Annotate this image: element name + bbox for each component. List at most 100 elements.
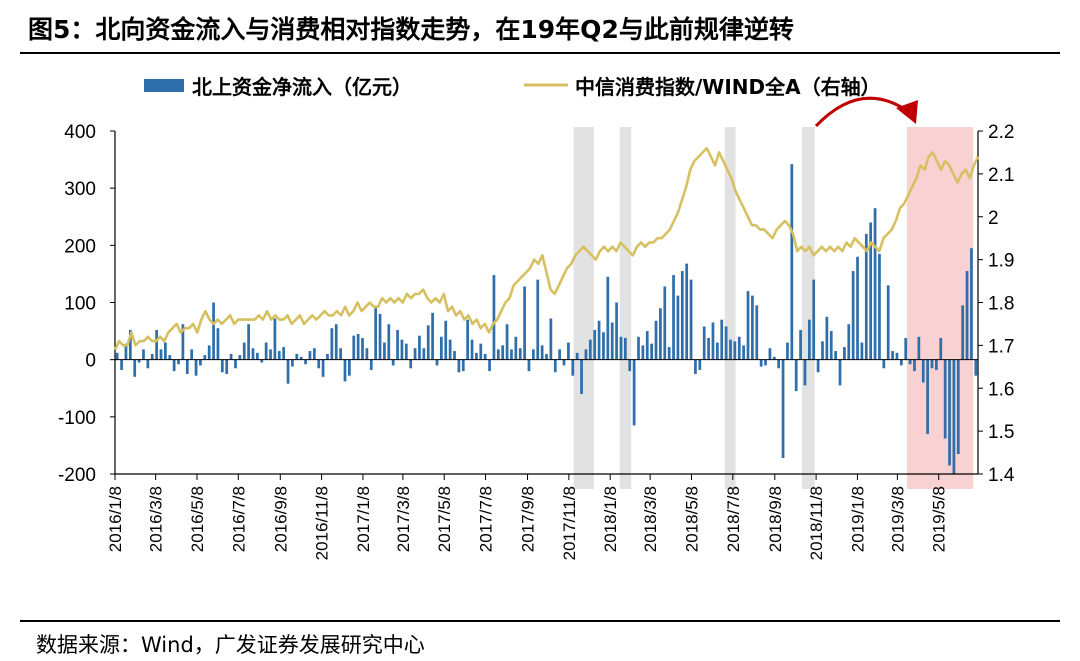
x-tick-label: 2016/1/8 bbox=[106, 486, 125, 552]
bar bbox=[312, 348, 316, 360]
right-tick-label: 2 bbox=[988, 208, 999, 229]
bar bbox=[935, 359, 938, 370]
bar bbox=[689, 279, 693, 360]
right-tick-label: 1.5 bbox=[988, 422, 1014, 443]
bar bbox=[606, 276, 610, 360]
bar bbox=[878, 253, 881, 360]
x-tick-label: 2017/5/8 bbox=[435, 486, 454, 552]
bar bbox=[891, 351, 894, 360]
bar bbox=[654, 320, 658, 360]
bar bbox=[562, 359, 566, 366]
bar bbox=[676, 295, 680, 360]
title-rule bbox=[20, 52, 1060, 54]
bar bbox=[567, 342, 570, 360]
bar bbox=[229, 353, 233, 360]
bar bbox=[825, 316, 829, 360]
bar bbox=[952, 359, 956, 474]
bar bbox=[764, 359, 767, 366]
bar bbox=[225, 359, 229, 374]
bar bbox=[282, 347, 286, 360]
bar bbox=[242, 342, 246, 360]
bar bbox=[615, 302, 618, 360]
bar bbox=[834, 351, 837, 360]
bar bbox=[926, 359, 929, 434]
bar bbox=[602, 332, 605, 360]
bar bbox=[256, 352, 259, 360]
bar bbox=[365, 348, 369, 360]
bar bbox=[904, 337, 908, 360]
bar bbox=[746, 291, 750, 360]
shaded-periods bbox=[573, 127, 974, 489]
bar bbox=[821, 341, 824, 360]
left-tick-label: 200 bbox=[64, 236, 96, 257]
bar bbox=[698, 359, 702, 370]
bar bbox=[378, 313, 382, 360]
bar bbox=[575, 352, 579, 360]
bar bbox=[273, 318, 277, 360]
bar bbox=[496, 349, 500, 360]
bar bbox=[164, 342, 167, 360]
bar bbox=[115, 352, 119, 360]
bar bbox=[295, 353, 299, 360]
bar bbox=[269, 349, 272, 360]
right-tick-label: 2.1 bbox=[988, 165, 1014, 186]
bar bbox=[847, 324, 851, 360]
bar bbox=[234, 359, 237, 369]
x-tick-label: 2017/3/8 bbox=[394, 486, 413, 552]
bar bbox=[864, 233, 868, 360]
bar bbox=[851, 271, 855, 360]
bar bbox=[133, 359, 137, 377]
bar bbox=[694, 359, 697, 374]
bar bbox=[632, 359, 636, 426]
bar bbox=[264, 342, 268, 360]
bar bbox=[308, 351, 312, 360]
chart-svg: 400 300 200 100 0 -100 -200 2.2 2.1 2 1.9 1.8 1.7 1.6… bbox=[58, 75, 1015, 560]
bar bbox=[194, 359, 198, 376]
bar bbox=[532, 349, 535, 360]
bar bbox=[413, 348, 417, 360]
x-tick-label: 2016/9/8 bbox=[271, 486, 290, 552]
bar bbox=[444, 320, 448, 360]
bar bbox=[120, 359, 123, 370]
bar bbox=[930, 359, 934, 369]
bar bbox=[593, 329, 597, 360]
bar bbox=[536, 279, 540, 360]
bar bbox=[580, 359, 583, 394]
shaded-period-gray bbox=[573, 127, 594, 489]
bar bbox=[786, 342, 789, 360]
bar bbox=[212, 302, 215, 360]
bar bbox=[637, 336, 640, 360]
bar bbox=[628, 359, 632, 372]
bar bbox=[330, 328, 334, 360]
bar bbox=[523, 286, 526, 360]
bar bbox=[514, 336, 518, 360]
bar bbox=[672, 275, 675, 360]
right-tick-label: 1.9 bbox=[988, 251, 1014, 272]
bar bbox=[742, 345, 745, 360]
bar bbox=[970, 248, 973, 360]
bar bbox=[466, 319, 470, 360]
right-tick-label: 1.7 bbox=[988, 336, 1014, 357]
bar bbox=[492, 275, 496, 360]
bar bbox=[304, 359, 307, 365]
bar bbox=[431, 312, 434, 360]
bar bbox=[356, 333, 360, 360]
x-tick-label: 2018/5/8 bbox=[683, 486, 702, 552]
x-tick-label: 2017/9/8 bbox=[519, 486, 538, 552]
bar bbox=[685, 263, 689, 360]
bar bbox=[707, 337, 710, 360]
reversal-arrow-head bbox=[896, 100, 918, 124]
bar bbox=[142, 349, 145, 360]
bar bbox=[374, 308, 378, 360]
bar bbox=[794, 359, 798, 392]
bar bbox=[790, 164, 794, 360]
bar bbox=[387, 324, 391, 360]
bar bbox=[348, 359, 351, 376]
bar bbox=[518, 348, 522, 360]
x-tick-label: 2016/5/8 bbox=[188, 486, 207, 552]
legend: 北上资金净流入（亿元） 中信消费指数/WIND全A（右轴） bbox=[144, 75, 881, 99]
bar bbox=[715, 342, 719, 360]
left-tick-label: 300 bbox=[64, 179, 96, 200]
bar bbox=[737, 336, 741, 360]
bar bbox=[921, 359, 925, 383]
